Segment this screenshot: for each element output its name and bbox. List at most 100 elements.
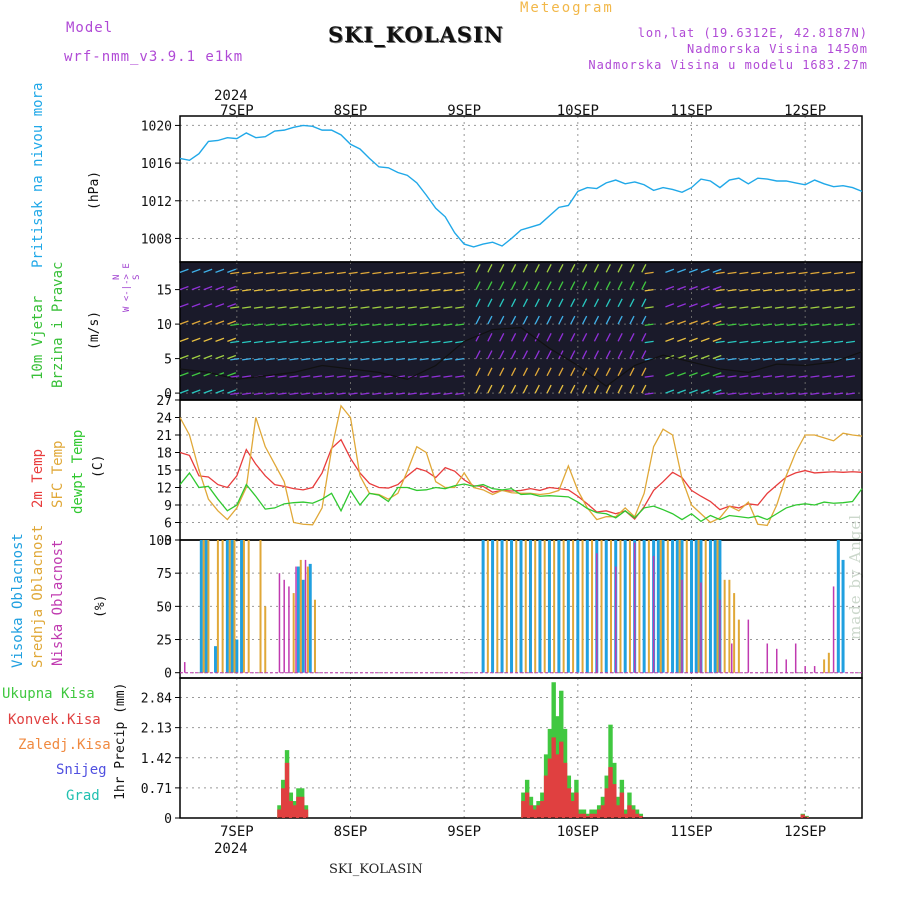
wind-barb [407,288,417,292]
wind-barb [475,350,481,359]
wind-barb [834,288,844,292]
top-day-label-1: 8SEP [334,103,368,119]
wind-barb [230,357,240,361]
low-cloud-bar [681,579,683,673]
wind-barb [834,271,844,275]
wind-barb [215,285,225,291]
wind-barb [644,288,654,292]
wind-barb [313,323,323,327]
wind-barb [227,354,237,360]
wind-barb [822,288,832,292]
y-tick-label: 9 [164,499,172,514]
wind-barb [712,303,722,308]
wind-barb [203,337,213,342]
mid-cloud-bar [619,540,622,673]
wind-barb [570,298,576,308]
wind-barb [581,281,588,290]
wind-barb [487,264,493,273]
conv-precip-bar [593,813,598,818]
low-cloud-bar [766,643,769,673]
wind-barb [179,285,189,291]
low-cloud-bar [614,566,617,673]
wind-barb [419,288,429,292]
wind-barb [499,367,505,377]
wind-barb [644,375,654,378]
wind-barb [215,337,225,342]
wind-barb [265,323,275,327]
mid-cloud-bar [591,540,594,673]
pressure-line [179,124,863,248]
wind-barb [336,288,346,292]
wind-barb [191,337,201,342]
wind-barb [215,354,225,360]
wind-barb [372,357,382,361]
wind-barb [336,357,346,361]
wind-barb [348,271,358,275]
wind-barb [751,392,761,396]
wind-barb [665,320,675,325]
panel-frame [179,677,863,819]
wind-barb [715,357,725,361]
wind-barb [774,271,784,275]
mid-cloud-bar [259,540,262,673]
wind-barb [534,333,540,342]
wind-barb [727,271,737,275]
wind-barb [700,320,710,325]
mid-cloud-bar [827,652,830,673]
wind-barb [688,268,698,273]
high-cloud-bar [301,579,305,673]
wind-barb [372,271,382,275]
mid-cloud-bar [737,619,740,673]
wind-barb [629,298,635,308]
wind-barb [712,372,722,377]
wind-barb [677,285,686,291]
wind-barb [419,392,429,396]
wind-barb [230,392,240,396]
wind-barb [558,264,564,273]
wind-barb [384,306,394,309]
wind-barb [665,389,675,394]
wind-barb [727,306,737,309]
wind-barb [419,340,429,344]
wind-barb [727,340,737,344]
wind-barb [774,392,784,396]
bottom-day-label-1: 8SEP [334,824,368,840]
wind-barb [641,350,647,359]
wind-barb [629,315,635,325]
wind-barb [641,367,647,377]
high-cloud-bar [604,540,608,673]
wind-barb [242,392,252,396]
y-tick-label: 0.71 [141,782,172,797]
wind-barb [727,357,737,361]
wind-barb [786,357,796,361]
bottom-day-label-3: 10SEP [557,824,599,840]
wind-barb [360,306,370,309]
wind-barb [215,303,225,308]
wind-barb [822,392,832,396]
wind-barb [617,264,623,273]
conv-precip-bar [540,801,545,818]
wind-barb [629,281,635,290]
cloud-panel: Visoka Oblacnost Srednja Oblacnost Niska… [10,525,863,682]
wind-barb [475,367,481,377]
wind-barb [700,303,710,308]
wind-barb [227,320,237,325]
wind-barb [665,337,675,342]
high-cloud-bar [240,540,244,673]
high-cloud-bar [235,639,239,673]
wind-barb [534,350,540,359]
wind-barb [546,298,552,308]
y-tick-label: 50 [156,600,172,615]
wind-barb [700,337,710,342]
wind-barb [324,392,335,396]
wind-barb [774,357,784,361]
wind-barb [230,288,240,292]
wind-barb [570,264,576,273]
wind-barb [487,367,493,377]
wind-barb [348,392,358,396]
y-tick-label: 18 [156,447,172,462]
wind-barb [798,375,808,378]
high-cloud-bar [538,540,542,673]
y-tick-label: 2.13 [141,722,172,737]
wind-barb [700,372,710,377]
